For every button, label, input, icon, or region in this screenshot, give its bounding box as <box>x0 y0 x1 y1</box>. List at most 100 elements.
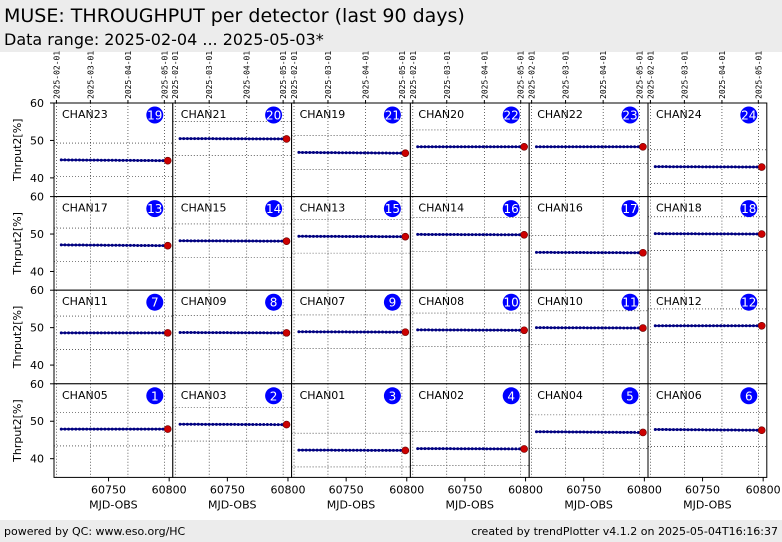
data-point <box>697 165 701 169</box>
panel-index-number: 1 <box>151 389 159 403</box>
data-point <box>161 159 165 163</box>
data-point <box>618 251 622 255</box>
data-point <box>233 239 237 243</box>
x-tick-label: 60750 <box>210 483 245 496</box>
data-point <box>574 430 578 434</box>
data-point <box>77 158 81 162</box>
data-point <box>388 330 392 334</box>
data-point <box>730 165 734 169</box>
data-point <box>330 330 334 334</box>
data-point <box>344 330 348 334</box>
data-point <box>423 328 427 332</box>
date-tick-label: 2025-05-01 <box>279 51 288 99</box>
panel-index-badge <box>383 200 401 218</box>
data-point <box>607 326 611 330</box>
data-point <box>337 330 341 334</box>
data-point <box>463 145 467 149</box>
data-point <box>452 233 456 237</box>
data-point <box>333 448 337 452</box>
data-point <box>319 151 323 155</box>
data-point <box>585 430 589 434</box>
data-point <box>416 328 420 332</box>
data-point <box>132 243 136 247</box>
data-point <box>633 326 637 330</box>
data-point <box>351 151 355 155</box>
panel-index-badge <box>740 293 758 311</box>
data-point <box>103 427 107 431</box>
x-axis-label: MJD-OBS <box>89 498 137 511</box>
panel-index-badge <box>265 200 283 218</box>
data-point <box>690 232 694 236</box>
data-point <box>161 244 165 248</box>
data-point <box>59 427 63 431</box>
data-point <box>139 158 143 162</box>
data-point <box>157 331 161 335</box>
data-point <box>485 145 489 149</box>
data-point <box>85 243 89 247</box>
data-point <box>553 430 557 434</box>
y-tick-label: 40 <box>30 359 44 372</box>
data-point <box>196 239 200 243</box>
data-point <box>315 234 319 238</box>
data-point <box>355 448 359 452</box>
data-point <box>207 422 211 426</box>
panel-index-number: 19 <box>147 109 162 123</box>
data-point <box>492 447 496 451</box>
data-point <box>254 331 258 335</box>
data-point <box>434 145 438 149</box>
data-point <box>755 428 759 432</box>
data-point <box>596 430 600 434</box>
data-point <box>311 330 315 334</box>
data-point <box>733 428 737 432</box>
data-point <box>280 331 284 335</box>
data-point <box>671 428 675 432</box>
data-point <box>139 427 143 431</box>
data-point <box>351 330 355 334</box>
data-point <box>416 447 420 451</box>
data-point <box>510 328 514 332</box>
data-point <box>265 423 269 427</box>
data-point <box>542 430 546 434</box>
last-data-point <box>757 321 766 330</box>
data-point <box>733 324 737 328</box>
data-point <box>701 232 705 236</box>
data-point <box>207 137 211 141</box>
data-point <box>664 324 668 328</box>
panel-index-number: 18 <box>741 202 756 216</box>
data-point <box>366 330 370 334</box>
data-point <box>218 239 222 243</box>
data-point <box>88 331 92 335</box>
data-point <box>308 150 312 154</box>
data-point <box>326 330 330 334</box>
data-point <box>477 447 481 451</box>
footer-bar: powered by QC: www.eso.org/HC created by… <box>0 520 782 542</box>
data-point <box>604 326 608 330</box>
data-point <box>419 328 423 332</box>
data-point <box>496 233 500 237</box>
data-point <box>308 330 312 334</box>
data-point <box>207 239 211 243</box>
data-point <box>348 448 352 452</box>
data-point <box>708 232 712 236</box>
data-point <box>682 428 686 432</box>
data-point <box>549 145 553 149</box>
data-point <box>503 145 507 149</box>
data-point <box>251 239 255 243</box>
data-point <box>193 422 197 426</box>
data-point <box>373 151 377 155</box>
data-point <box>99 331 103 335</box>
data-point <box>671 324 675 328</box>
data-point <box>337 151 341 155</box>
data-point <box>751 428 755 432</box>
data-point <box>711 324 715 328</box>
data-point <box>244 331 248 335</box>
data-point <box>200 422 204 426</box>
date-tick-label: 2025-03-01 <box>443 51 452 99</box>
data-point <box>474 447 478 451</box>
data-point <box>596 251 600 255</box>
data-point <box>477 328 481 332</box>
data-point <box>503 328 507 332</box>
data-point <box>348 330 352 334</box>
data-point <box>196 331 200 335</box>
data-point <box>423 232 427 236</box>
